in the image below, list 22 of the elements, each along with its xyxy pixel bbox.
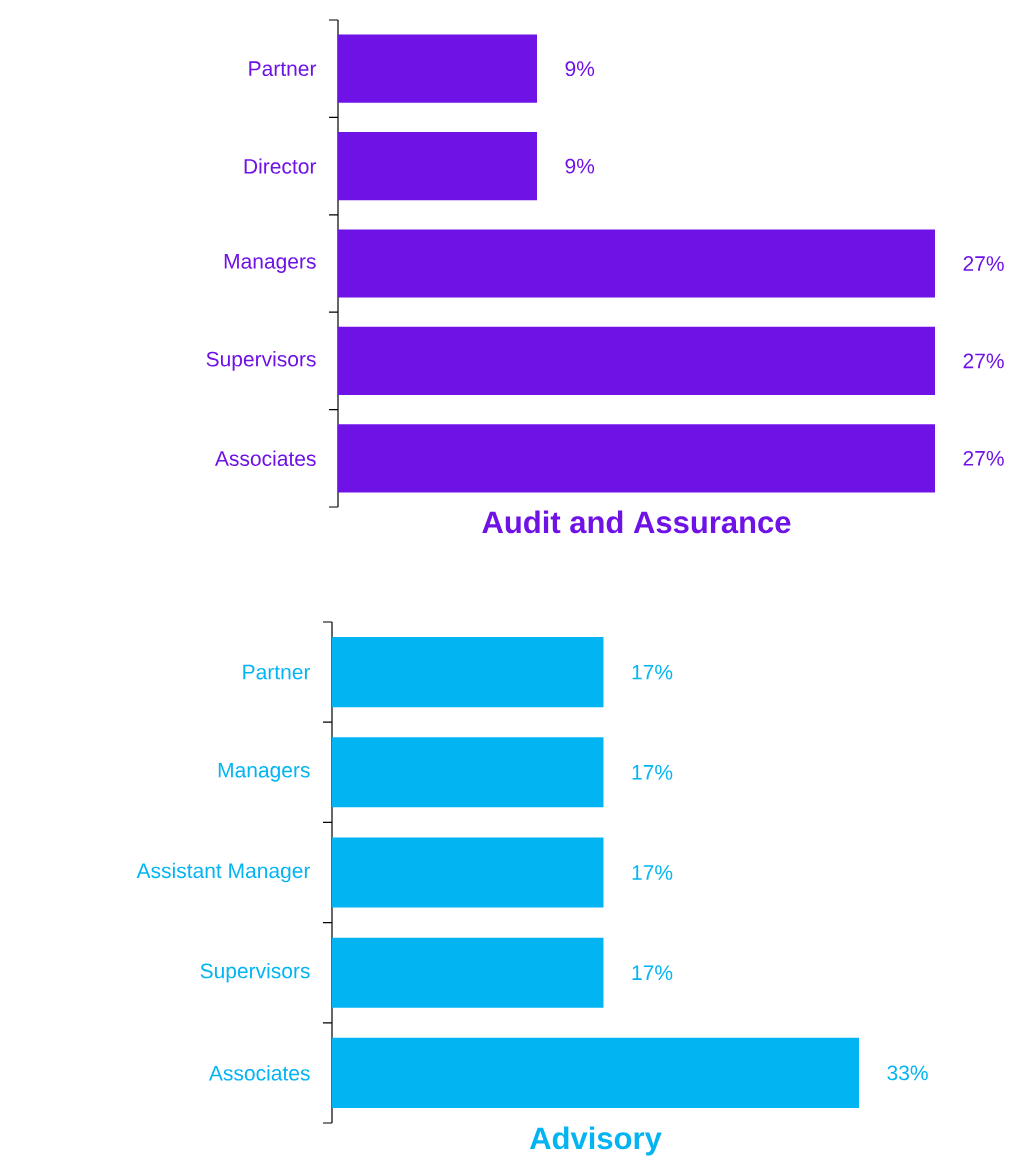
data-label: 17% xyxy=(632,865,673,880)
y-tick-label: Associates xyxy=(214,450,316,466)
y-tick-label: Supervisors xyxy=(206,351,316,371)
y-tick-label: Director xyxy=(244,158,317,174)
y-tick-label: Assistant Manager xyxy=(136,862,311,883)
y-tick-label: Partner xyxy=(243,664,311,680)
y-tick-label: Managers xyxy=(218,762,310,782)
y-tick-label: Supervisors xyxy=(200,962,310,983)
data-label: 33% xyxy=(887,1065,928,1081)
data-label: 27% xyxy=(963,256,1004,271)
data-label: 17% xyxy=(632,764,673,780)
y-tick-label: Associates xyxy=(208,1065,310,1081)
y-tick-label: Partner xyxy=(249,61,317,77)
data-label: 17% xyxy=(632,664,673,680)
text: Advisory xyxy=(529,1126,662,1156)
data-label: 27% xyxy=(963,353,1004,369)
y-tick-label: Managers xyxy=(224,254,316,273)
data-label: 9% xyxy=(565,158,595,174)
text: Audit and Assurance xyxy=(482,510,791,534)
data-label: 27% xyxy=(963,450,1004,466)
data-label: 17% xyxy=(632,965,673,981)
data-label: 9% xyxy=(565,61,595,77)
